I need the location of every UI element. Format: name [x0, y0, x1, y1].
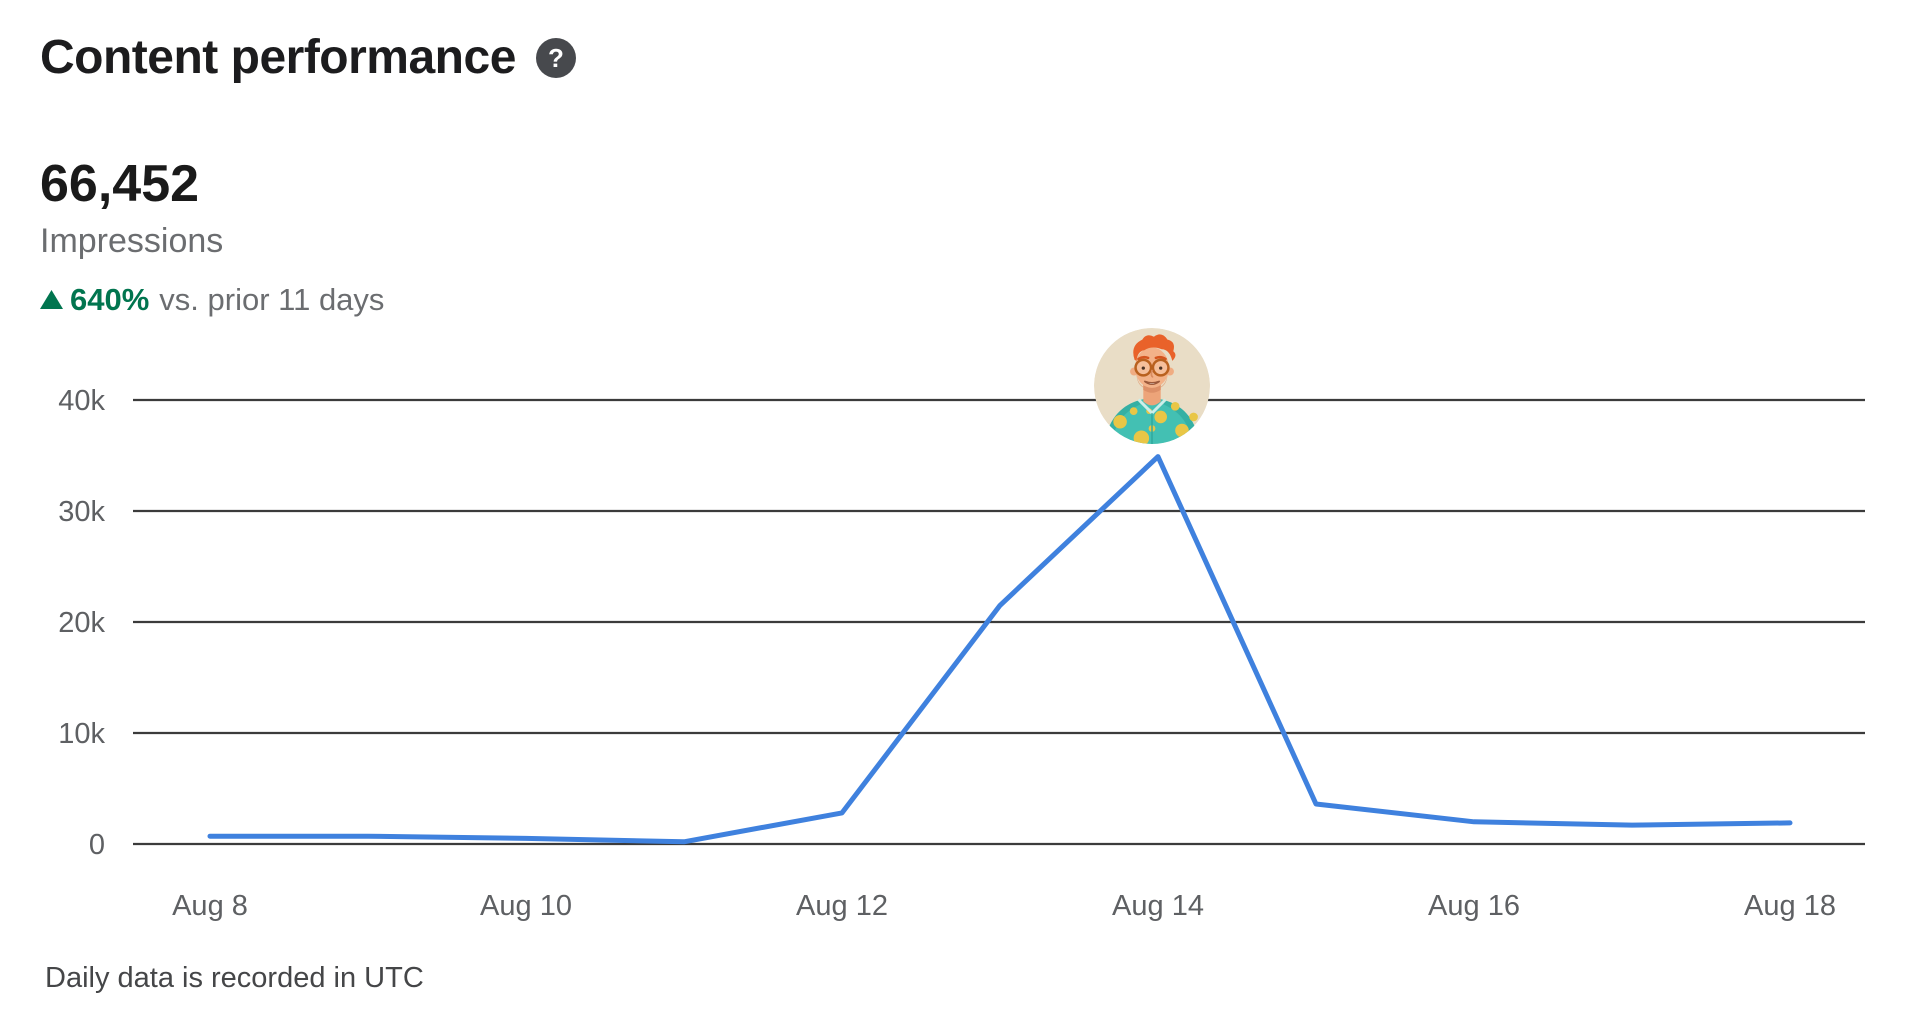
avatar — [1094, 328, 1210, 444]
help-icon[interactable]: ? — [535, 38, 576, 78]
x-axis-label-Aug-18: Aug 18 — [1744, 890, 1836, 922]
y-axis-label-30k: 30k — [58, 496, 105, 528]
y-axis-label-20k: 20k — [58, 607, 105, 639]
metric-change: 640% vs. prior 11 days — [40, 284, 384, 315]
change-percent: 640% — [70, 282, 150, 317]
x-axis-label-Aug-12: Aug 12 — [796, 890, 888, 922]
x-axis-label-Aug-10: Aug 10 — [480, 890, 572, 922]
y-axis-label-40k: 40k — [58, 385, 105, 417]
chart-footnote: Daily data is recorded in UTC — [45, 962, 424, 994]
metric-block: 66,452 Impressions 640% vs. prior 11 day… — [40, 158, 384, 315]
metric-value: 66,452 — [40, 155, 200, 213]
avatar-illustration — [1094, 328, 1210, 444]
metric-label: Impressions — [40, 222, 224, 260]
y-axis-label-10k: 10k — [58, 718, 105, 750]
impressions-line — [207, 454, 1793, 845]
change-comparison: vs. prior 11 days — [159, 282, 385, 317]
x-axis-label-Aug-16: Aug 16 — [1428, 890, 1520, 922]
trend-up-icon — [40, 290, 63, 309]
help-icon-glyph: ? — [547, 43, 564, 73]
page-title: Content performance — [40, 31, 516, 84]
x-axis-label-Aug-8: Aug 8 — [172, 890, 248, 922]
x-axis-label-Aug-14: Aug 14 — [1112, 890, 1204, 922]
impressions-chart: 0 10k 20k 30k 40k Aug 8 Aug 10 Aug 12 Aug 14 Aug … — [58, 385, 1865, 922]
header: Content performance ? — [40, 34, 576, 82]
y-axis-label-0: 0 — [89, 829, 105, 861]
